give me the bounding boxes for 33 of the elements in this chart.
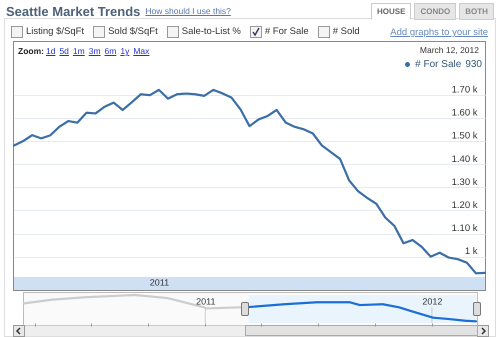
x-tick-label: 2011 xyxy=(150,278,170,288)
text: 930 xyxy=(465,58,482,70)
text: BOTH xyxy=(459,2,494,20)
y-tick-label: 1.20 k xyxy=(452,200,478,211)
text: Zoom: xyxy=(18,46,44,56)
text: 1y xyxy=(120,46,130,56)
x-tick-label: 2011 xyxy=(196,296,216,306)
legend-label: # For Sale xyxy=(415,58,462,70)
y-tick-label: 1.60 k xyxy=(452,108,478,119)
text: # For Sale xyxy=(264,26,309,37)
chart-title: Seattle Market Trends xyxy=(6,4,140,18)
x-tick-label: 2012 xyxy=(422,296,442,306)
text: Sold $/SqFt xyxy=(108,26,158,37)
text: 5d xyxy=(59,46,69,56)
y-tick-label: 1.40 k xyxy=(452,154,478,165)
text: How should I use this? xyxy=(145,6,231,16)
y-tick-label: 1.50 k xyxy=(452,130,478,142)
y-tick-label: 1 k xyxy=(464,246,478,258)
text: 1m xyxy=(72,46,85,56)
text: Add graphs to your site xyxy=(390,27,488,38)
text: Max xyxy=(133,46,150,56)
text: # Sold xyxy=(332,26,360,37)
text: Listing $/SqFt xyxy=(26,26,84,37)
text: 6m xyxy=(104,46,116,56)
y-tick-label: 1.70 k xyxy=(452,84,478,96)
text: CONDO xyxy=(414,2,456,20)
y-tick-label: 1.30 k xyxy=(452,176,478,188)
text: March 12, 2012 xyxy=(420,45,479,55)
text: 1d xyxy=(46,46,56,56)
text: Sale-to-List % xyxy=(182,26,241,37)
y-tick-label: 1.10 k xyxy=(452,223,478,234)
text: HOUSE xyxy=(371,2,412,20)
text: 3m xyxy=(88,46,101,56)
